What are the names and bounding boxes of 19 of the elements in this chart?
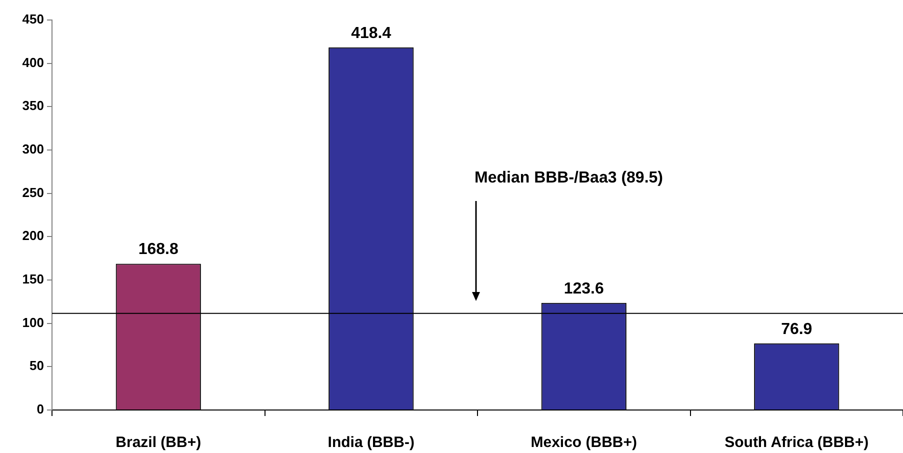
x-tick-label: Mexico (BBB+): [530, 434, 638, 452]
y-tick-label: 0: [36, 402, 44, 417]
y-tick-label: 400: [22, 54, 44, 70]
data-label: 76.9: [781, 320, 812, 338]
data-label: 123.6: [564, 280, 604, 298]
y-tick-label: 100: [22, 314, 44, 330]
data-label: 418.4: [351, 24, 392, 42]
y-tick-label: 450: [22, 12, 44, 27]
y-tick-label: 250: [22, 184, 44, 200]
y-tick-label: 50: [30, 358, 44, 374]
ref-line-label: Median BBB-/Baa3 (89.5): [474, 169, 663, 186]
x-tick-label: South Africa (BBB+): [724, 434, 869, 452]
y-tick-label: 150: [22, 272, 44, 287]
data-label: 168.8: [138, 241, 178, 258]
x-tick-label: India (BBB-): [328, 434, 414, 452]
y-tick-label: 300: [22, 142, 44, 157]
x-tick-label: Brazil (BB+): [116, 434, 202, 452]
y-tick-label: 350: [22, 98, 44, 114]
y-tick-label: 200: [22, 228, 44, 244]
